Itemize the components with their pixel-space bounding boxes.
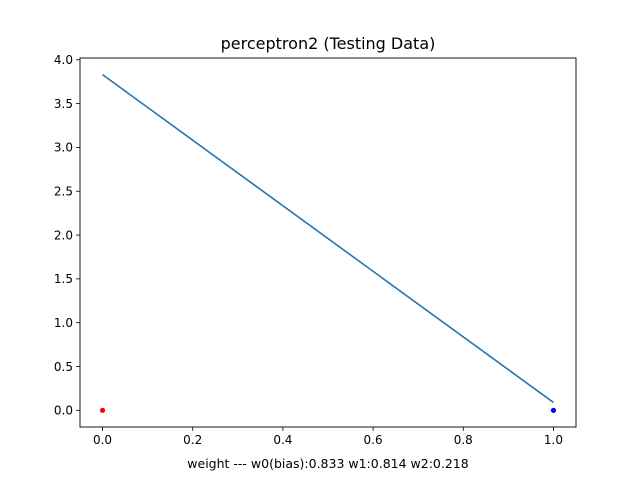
y-tick-label: 1.0 [54,316,73,330]
x-axis-label: weight --- w0(bias):0.833 w1:0.814 w2:0.… [187,456,468,471]
y-tick-label: 2.5 [54,185,73,199]
y-tick-label: 1.5 [54,272,73,286]
y-tick-label: 4.0 [54,53,73,67]
data-point-2-0 [550,407,557,413]
x-tick-label: 0.8 [454,433,473,447]
y-tick-label: 2.0 [54,228,73,242]
chart-title: perceptron2 (Testing Data) [221,34,436,53]
x-tick-label: 1.0 [544,433,563,447]
series-line-0 [102,74,554,404]
y-tick-label: 0.0 [54,404,73,418]
x-tick-label: 0.4 [273,433,292,447]
y-tick-label: 3.0 [54,141,73,155]
y-tick-label: 3.5 [54,97,73,111]
x-tick-label: 0.0 [93,433,112,447]
x-tick-label: 0.6 [364,433,383,447]
data-point-1-0 [99,407,106,413]
plot-frame [79,57,577,428]
y-tick-label: 0.5 [54,360,73,374]
axes: 0.0 0.2 0.4 0.6 0.8 1.0 0.0 0.5 1.0 1.5 2.0 2.5 3.0 3… [54,53,577,447]
x-tick-label: 0.2 [183,433,202,447]
plot-area [99,74,557,413]
